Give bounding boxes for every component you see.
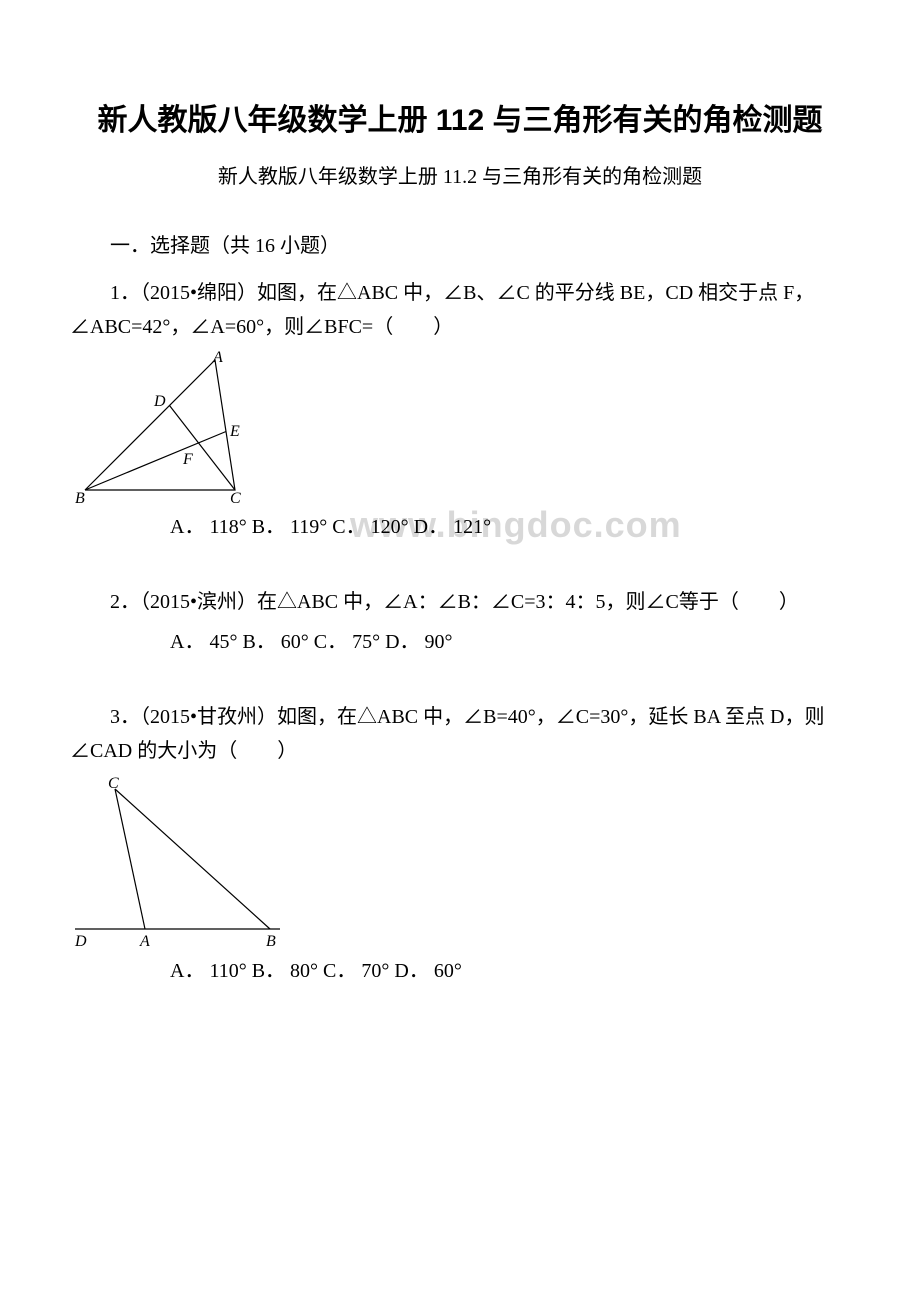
question-line: 3．（2015•甘孜州）如图，在△ABC 中，∠B=40°，∠C=30°，延长 … [70, 706, 824, 762]
question-text: 3．（2015•甘孜州）如图，在△ABC 中，∠B=40°，∠C=30°，延长 … [70, 700, 850, 768]
document-page: 新人教版八年级数学上册 112 与三角形有关的角检测题 新人教版八年级数学上册 … [0, 0, 920, 1079]
options-text: A． 110° B． 80° C． 70° D． 60° [170, 960, 462, 982]
label-B: B [75, 490, 85, 505]
label-A: A [212, 350, 223, 366]
label-B: B [266, 933, 276, 949]
question-text: 1．（2015•绵阳）如图，在△ABC 中，∠B、∠C 的平分线 BE，CD 相… [70, 276, 850, 344]
label-E: E [229, 423, 240, 440]
label-C: C [108, 775, 119, 792]
question-line: 2．（2015•滨州）在△ABC 中，∠A：∠B：∠C=3：4：5，则∠C等于（… [110, 591, 799, 613]
document-subtitle: 新人教版八年级数学上册 11.2 与三角形有关的角检测题 [70, 160, 850, 189]
question-2: 2．（2015•滨州）在△ABC 中，∠A：∠B：∠C=3：4：5，则∠C等于（… [70, 585, 850, 619]
section-heading: 一．选择题（共 16 小题） [70, 229, 850, 258]
question-line: 1．（2015•绵阳）如图，在△ABC 中，∠B、∠C 的平分线 BE，CD 相… [70, 282, 814, 338]
options-q3: A． 110° B． 80° C． 70° D． 60° [70, 954, 850, 983]
label-D: D [74, 933, 87, 949]
options-q2: A． 45° B． 60° C． 75° D． 90° [70, 625, 850, 654]
label-F: F [182, 451, 193, 468]
options-text: A． 45° B． 60° C． 75° D． 90° [170, 631, 453, 653]
question-text: 2．（2015•滨州）在△ABC 中，∠A：∠B：∠C=3：4：5，则∠C等于（… [70, 585, 850, 619]
figure-q1: A B C D E F [70, 350, 850, 510]
label-D: D [153, 393, 166, 410]
question-3: 3．（2015•甘孜州）如图，在△ABC 中，∠B=40°，∠C=30°，延长 … [70, 700, 850, 768]
options-q1: www.bingdoc.com A． 118° B． 119° C． 120° … [70, 510, 850, 539]
label-A: A [139, 933, 150, 949]
triangle-diagram-1: A B C D E F [70, 350, 290, 505]
triangle-diagram-3: C D A B [70, 774, 300, 949]
question-1: 1．（2015•绵阳）如图，在△ABC 中，∠B、∠C 的平分线 BE，CD 相… [70, 276, 850, 344]
options-text: A． 118° B． 119° C． 120° D． 121° [170, 516, 491, 538]
label-C: C [230, 490, 241, 505]
document-title: 新人教版八年级数学上册 112 与三角形有关的角检测题 [70, 100, 850, 142]
figure-q3: C D A B [70, 774, 850, 954]
